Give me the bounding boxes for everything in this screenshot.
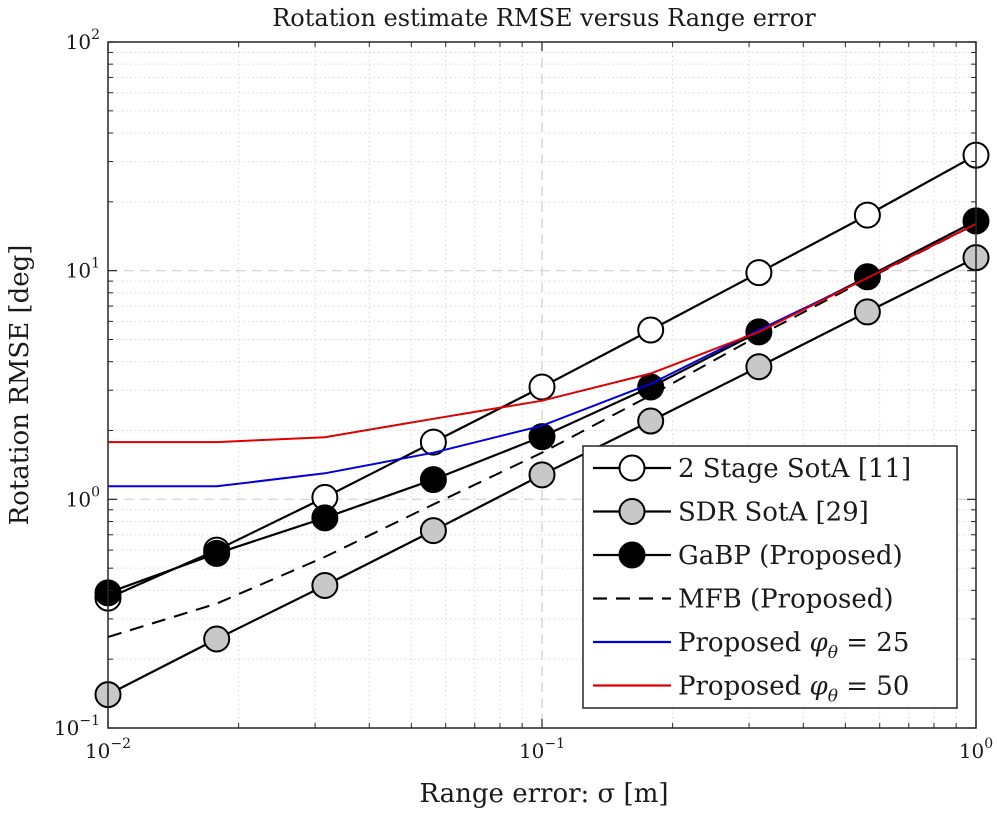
series-marker xyxy=(419,428,447,456)
legend-marker xyxy=(618,454,646,482)
x-axis-label: Range error: σ [m] xyxy=(419,779,668,809)
legend-label: Proposed φθ = 50 xyxy=(678,672,909,707)
series-marker xyxy=(528,461,556,489)
x-tick-label: 100 xyxy=(959,736,993,763)
series-marker xyxy=(311,571,339,599)
series-line xyxy=(107,223,977,638)
legend-label: Proposed φθ = 25 xyxy=(678,628,909,663)
y-tick-label: 102 xyxy=(66,27,100,54)
series-marker xyxy=(745,259,773,287)
chart-title: Rotation estimate RMSE versus Range erro… xyxy=(272,4,816,32)
x-tick-label: 10−1 xyxy=(519,736,565,763)
series-marker xyxy=(745,353,773,381)
legend-marker xyxy=(618,498,646,525)
series-marker xyxy=(419,517,447,545)
series-marker xyxy=(528,423,556,451)
legend-label: 2 Stage SotA [11] xyxy=(678,454,911,484)
series-marker xyxy=(637,407,665,435)
series-marker xyxy=(853,201,881,229)
y-tick-label: 101 xyxy=(66,256,100,283)
series-marker xyxy=(311,504,339,532)
series-marker xyxy=(203,539,231,567)
y-axis-label: Rotation RMSE [deg] xyxy=(5,245,35,526)
legend-label: SDR SotA [29] xyxy=(678,498,869,528)
series-marker xyxy=(637,316,665,344)
legend-label: MFB (Proposed) xyxy=(678,585,894,615)
legend: 2 Stage SotA [11] SDR SotA [29] GaBP (Prop… xyxy=(582,445,958,709)
legend-label: GaBP (Proposed) xyxy=(678,541,903,571)
series-marker xyxy=(203,625,231,653)
series-marker xyxy=(528,373,556,401)
series-marker xyxy=(853,298,881,326)
legend-marker xyxy=(618,541,646,569)
grid xyxy=(108,42,976,728)
x-tick-label: 10−2 xyxy=(85,736,131,763)
y-tick-label: 10−1 xyxy=(54,713,100,740)
series-line xyxy=(108,223,977,444)
y-tick-label: 100 xyxy=(66,484,100,511)
series-marker xyxy=(419,466,447,494)
legend-box xyxy=(582,445,958,709)
